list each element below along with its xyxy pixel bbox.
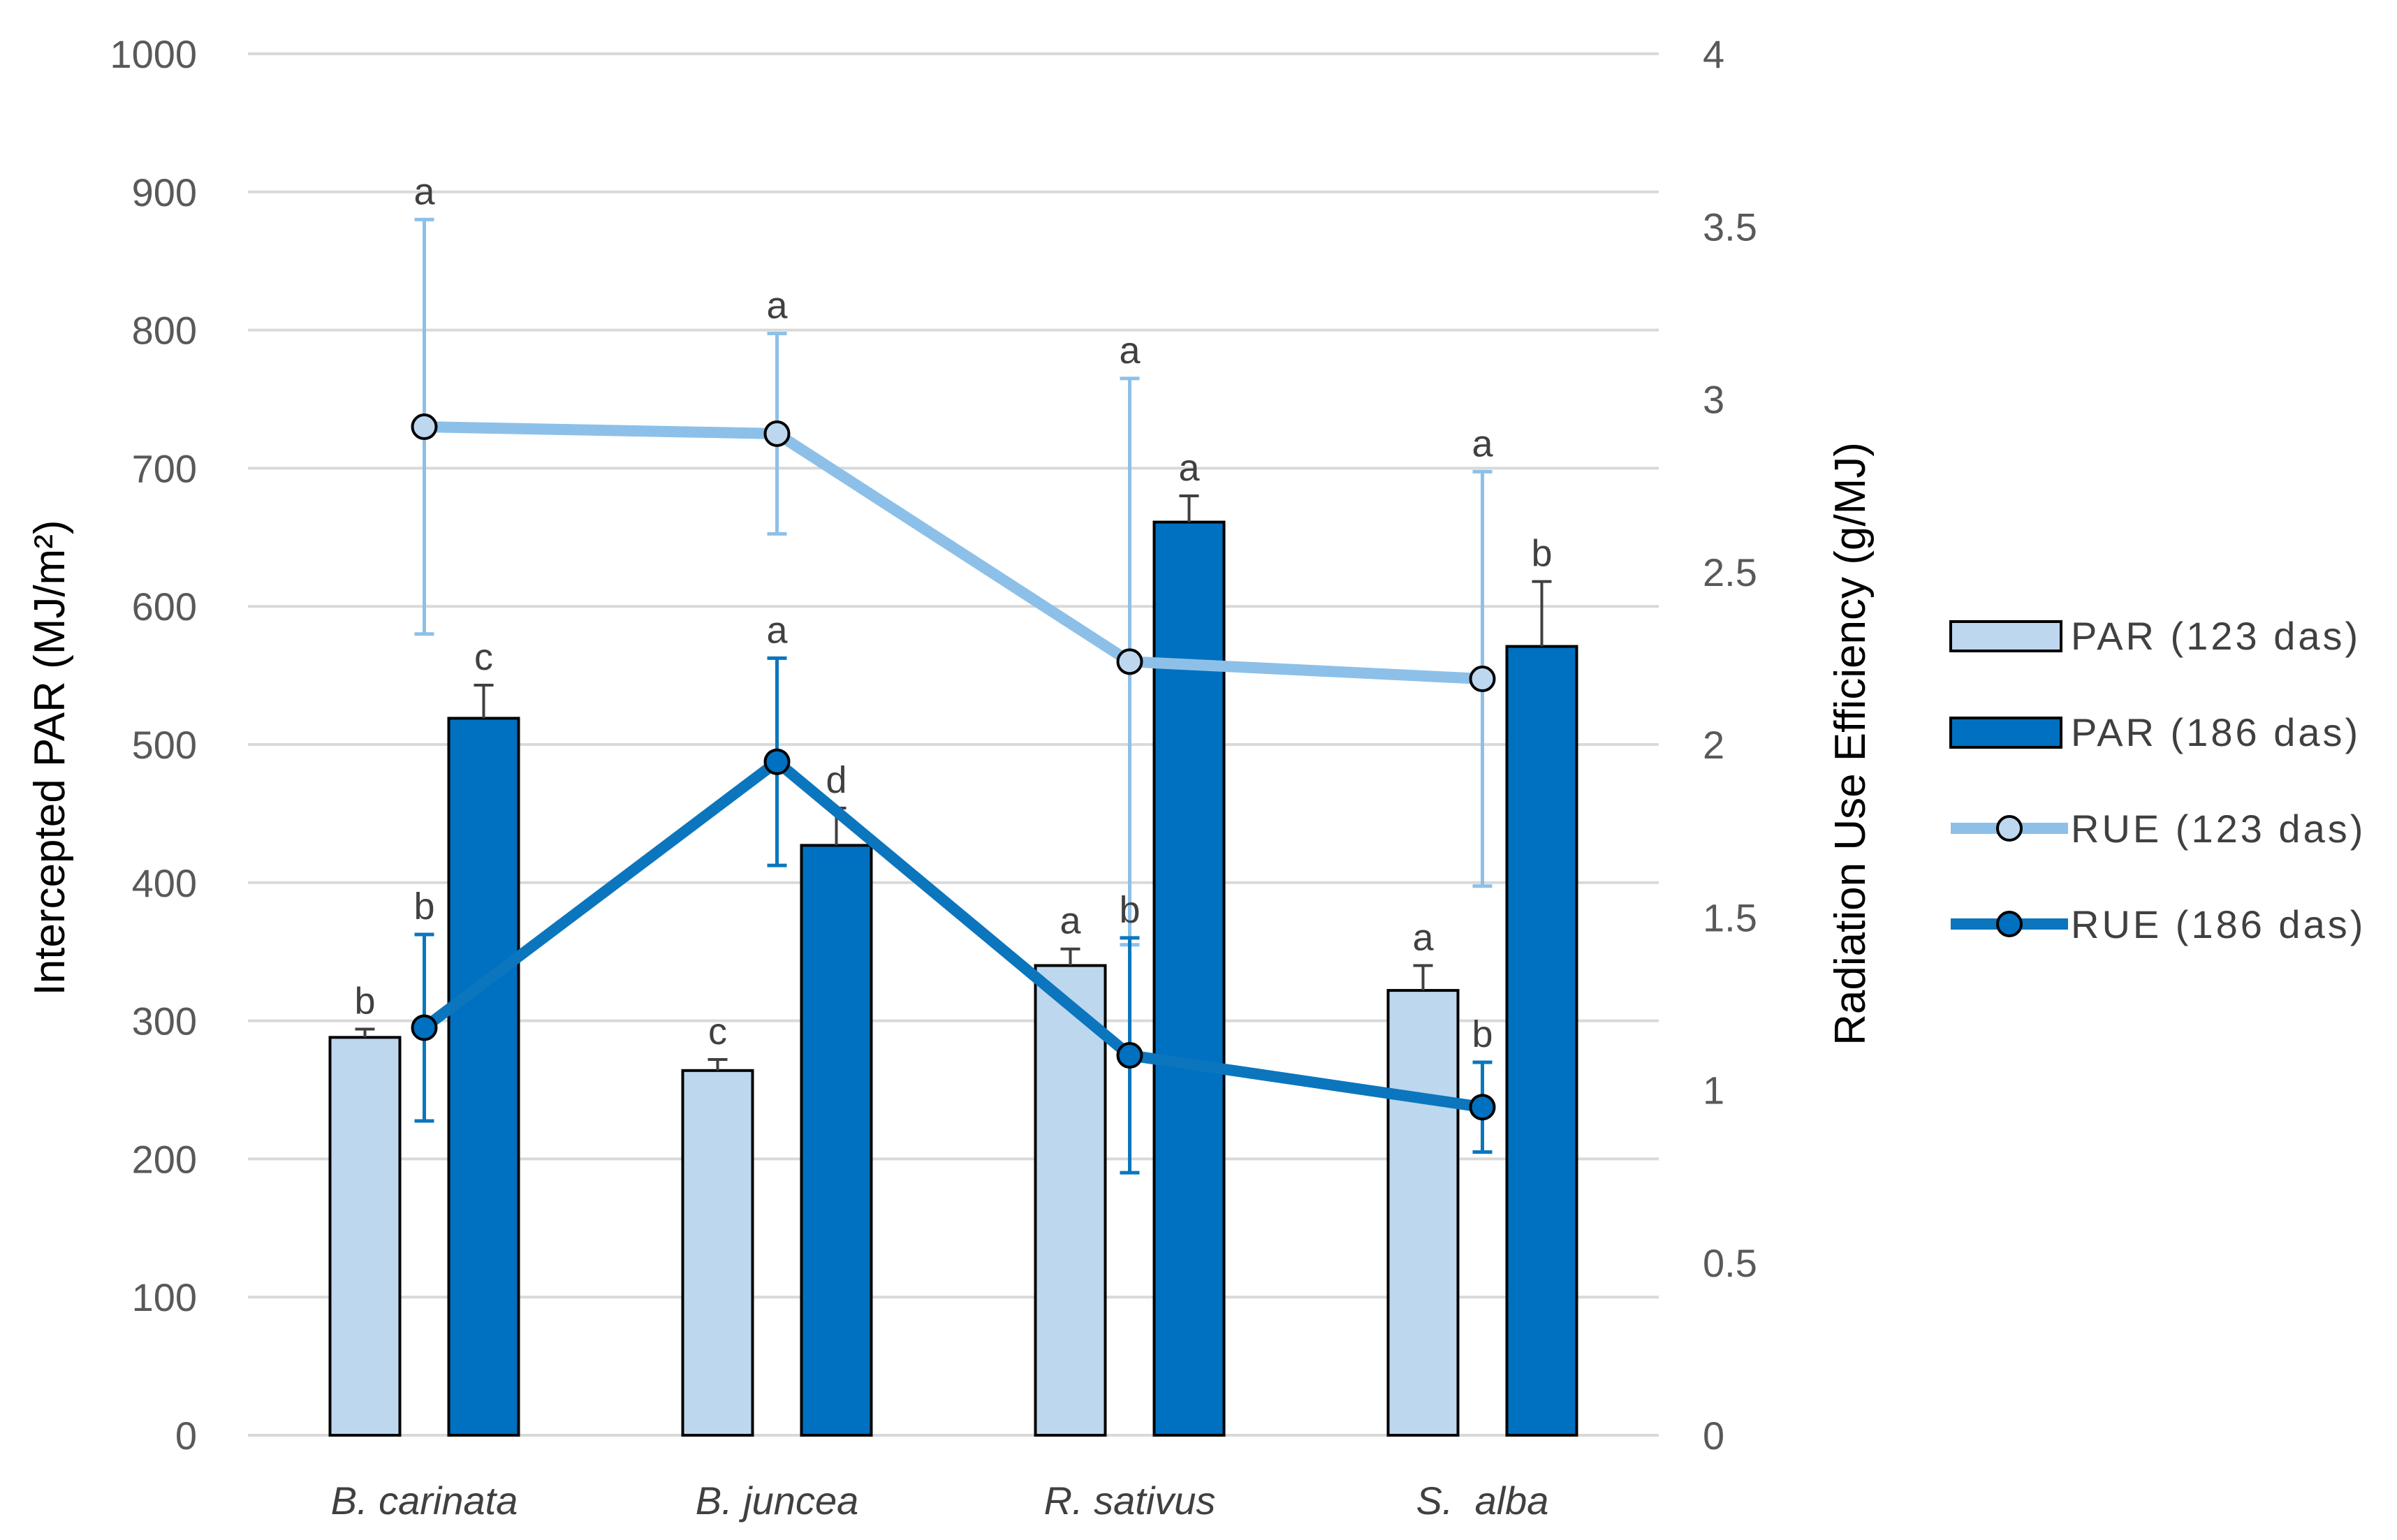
legend-swatch-marker (1996, 911, 2023, 937)
bar (681, 1069, 754, 1437)
category-labels: B. carinata B. juncea R. sativus S. alba (331, 1479, 1549, 1523)
line-significance-label: b (413, 886, 434, 927)
legend-label: RUE (186 das) (2071, 902, 2366, 946)
series-line (420, 756, 1483, 1113)
legend-swatch-marker (1996, 815, 2023, 842)
left-tick-label: 600 (132, 585, 197, 629)
legend-label: PAR (186 das) (2071, 710, 2361, 754)
bar (1034, 964, 1107, 1437)
line-significance-label: a (766, 609, 788, 651)
series-line (424, 421, 1483, 685)
bar (447, 717, 520, 1437)
bar-significance-label: b (354, 980, 375, 1022)
right-axis-ticks: 0 0.5 1 1.5 2 2.5 3 3.5 4 (1703, 32, 1757, 1458)
left-tick-label: 300 (132, 999, 197, 1043)
left-tick-label: 0 (175, 1414, 197, 1458)
left-tick-label: 800 (132, 309, 197, 353)
legend-swatch (1949, 717, 2062, 749)
left-tick-label: 900 (132, 170, 197, 214)
legend: PAR (123 das) PAR (186 das) RUE (123 das) R… (1949, 614, 2366, 946)
line-significance-label: a (1472, 423, 1493, 464)
bar-significance-label: a (1412, 916, 1434, 958)
bar-significance-label: c (708, 1011, 727, 1053)
right-tick-label: 0.5 (1703, 1241, 1757, 1285)
right-tick-label: 1 (1703, 1069, 1724, 1113)
bar (800, 844, 873, 1437)
left-tick-label: 1000 (110, 32, 197, 76)
bar-significance-label: c (474, 636, 493, 678)
right-tick-label: 2 (1703, 723, 1724, 767)
bar (1152, 520, 1226, 1437)
legend-label: RUE (123 das) (2071, 807, 2366, 851)
left-tick-label: 100 (132, 1275, 197, 1319)
category-label: S. alba (1416, 1479, 1549, 1523)
line-marker (1116, 1042, 1143, 1069)
right-tick-label: 3.5 (1703, 205, 1757, 249)
legend-label: PAR (123 das) (2071, 614, 2361, 658)
left-tick-label: 700 (132, 446, 197, 490)
left-tick-label: 200 (132, 1137, 197, 1181)
legend-swatch (1949, 620, 2062, 652)
right-tick-label: 0 (1703, 1414, 1724, 1458)
category-label: B. carinata (331, 1479, 518, 1523)
right-tick-label: 2.5 (1703, 550, 1757, 594)
line-significance-label: a (766, 285, 788, 327)
left-tick-label: 400 (132, 861, 197, 905)
line-significance-label: a (413, 170, 435, 212)
right-tick-label: 4 (1703, 32, 1724, 76)
category-label: R. sativus (1044, 1479, 1216, 1523)
line-significance-label: b (1119, 889, 1140, 931)
right-tick-label: 1.5 (1703, 895, 1757, 939)
line-significance-label: a (1119, 330, 1141, 372)
category-label: B. juncea (696, 1479, 859, 1523)
right-tick-label: 3 (1703, 378, 1724, 422)
right-axis-title: Radiation Use Efficiency (g/MJ) (1826, 442, 1875, 1046)
line-marker (411, 1014, 438, 1041)
line-marker (411, 413, 438, 441)
left-axis-title: Intercepted PAR (MJ/m²) (26, 520, 74, 995)
left-axis-ticks: 0 100 200 300 400 500 600 700 800 900 1000 (110, 32, 197, 1458)
left-tick-label: 500 (132, 723, 197, 767)
bar-significance-label: a (1060, 900, 1081, 942)
bar-significance-label: a (1178, 447, 1200, 489)
bar (1386, 989, 1460, 1437)
line-significance-label: b (1472, 1013, 1493, 1055)
line-marker (763, 748, 791, 775)
bar (328, 1036, 402, 1437)
bar-significance-label: b (1531, 533, 1552, 575)
line-marker (1469, 666, 1496, 693)
bar-significance-label: d (826, 759, 846, 801)
bar (1505, 645, 1578, 1437)
line-marker (1469, 1094, 1496, 1121)
line-marker (1116, 648, 1143, 675)
line-marker (763, 420, 791, 447)
